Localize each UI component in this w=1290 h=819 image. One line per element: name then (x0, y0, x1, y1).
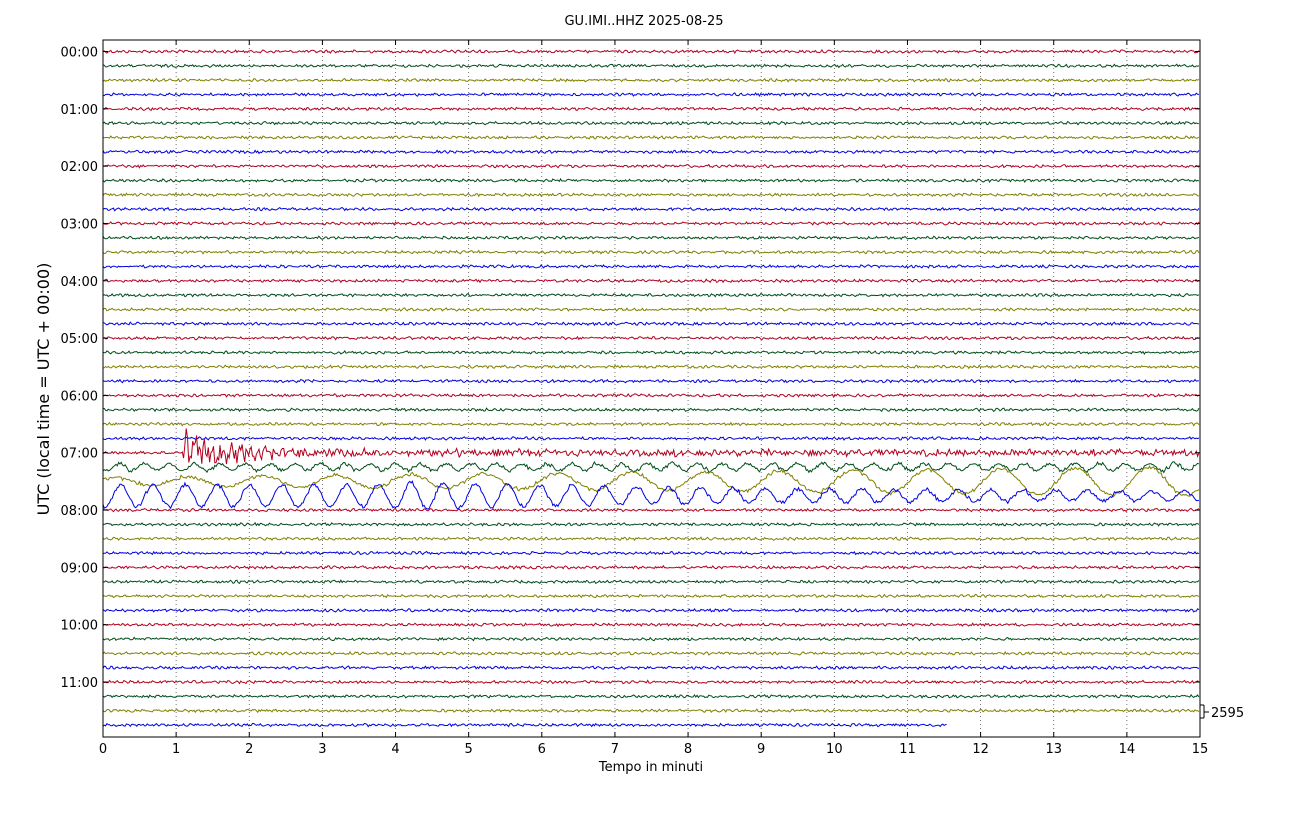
x-tick-label: 1 (172, 742, 180, 757)
seismic-trace (102, 135, 1200, 140)
seismic-trace (102, 693, 1200, 699)
seismic-trace (102, 550, 1200, 556)
y-tick-label: 02:00 (61, 160, 98, 175)
seismic-trace (102, 63, 1200, 69)
seismic-trace (102, 206, 1200, 212)
seismic-trace (102, 622, 1200, 628)
y-tick-label: 05:00 (61, 332, 98, 347)
seismic-trace (102, 579, 1200, 585)
x-tick-label: 7 (611, 742, 619, 757)
x-tick-label: 15 (1192, 742, 1209, 757)
amplitude-scale: 2595 (1200, 704, 1244, 721)
seismic-trace (102, 607, 1200, 613)
x-tick-label: 14 (1119, 742, 1136, 757)
seismic-trace (102, 321, 1200, 327)
y-tick-label: 09:00 (61, 561, 98, 576)
seismic-trace (102, 460, 1200, 474)
seismic-trace (102, 507, 1200, 513)
x-axis-label: Tempo in minuti (598, 760, 703, 775)
seismic-trace (102, 679, 1200, 685)
x-tick-label: 4 (391, 742, 399, 757)
y-tick-label: 06:00 (61, 389, 98, 404)
seismic-trace (102, 435, 1200, 441)
x-tick-label: 11 (899, 742, 916, 757)
seismic-trace (103, 521, 1200, 527)
x-tick-label: 8 (684, 742, 692, 757)
y-tick-label: 10:00 (61, 619, 98, 634)
seismic-trace (102, 708, 1200, 714)
y-axis-ticks: 00:00 01:00 02:00 03:00 04:00 05:00 06:00 07:00… (61, 46, 1200, 691)
x-tick-label: 9 (757, 742, 765, 757)
seismic-trace (102, 235, 1200, 241)
seismic-trace (102, 465, 1200, 498)
seismic-trace (102, 48, 1200, 54)
seismic-trace (102, 220, 1200, 226)
seismic-trace (102, 307, 1200, 312)
x-tick-label: 3 (318, 742, 326, 757)
seismic-trace (102, 292, 1200, 298)
x-axis-ticks: 0 1 2 3 4 5 6 7 8 9 10 11 12 13 14 15 (99, 40, 1208, 757)
seismic-trace (102, 149, 1200, 155)
x-tick-label: 12 (972, 742, 989, 757)
seismic-trace (102, 392, 1200, 399)
scale-label: 2595 (1211, 706, 1244, 721)
seismic-traces (102, 48, 1200, 728)
plot-frame (102, 39, 1201, 738)
y-tick-label: 01:00 (61, 103, 98, 118)
y-tick-label: 04:00 (61, 275, 98, 290)
seismic-trace (102, 421, 1200, 427)
seismic-trace (102, 428, 1200, 465)
x-tick-label: 6 (538, 742, 546, 757)
seismic-trace (102, 593, 1200, 599)
y-axis-label: UTC (local time = UTC + 00:00) (34, 263, 53, 516)
seismic-trace (102, 536, 1200, 542)
x-tick-label: 10 (826, 742, 843, 757)
seismic-trace (102, 278, 1200, 284)
seismic-trace (102, 177, 1200, 183)
x-tick-label: 2 (245, 742, 253, 757)
seismic-trace (102, 665, 1200, 671)
seismic-trace (102, 650, 1200, 656)
y-tick-label: 07:00 (61, 447, 98, 462)
seismic-trace (102, 92, 1199, 98)
seismic-trace (102, 407, 1200, 413)
seismic-trace (102, 249, 1200, 255)
seismic-trace (102, 722, 947, 728)
seismic-trace (102, 335, 1200, 341)
seismic-trace (102, 77, 1200, 83)
seismic-trace (102, 364, 1200, 370)
seismic-trace (102, 378, 1199, 384)
seismic-trace (102, 163, 1200, 169)
seismic-trace (102, 120, 1199, 126)
seismic-trace (102, 192, 1199, 198)
seismic-trace (102, 106, 1200, 112)
chart-title: GU.IMI..HHZ 2025-08-25 (564, 14, 723, 29)
seismic-trace (102, 349, 1199, 355)
y-tick-label: 00:00 (61, 46, 98, 61)
x-tick-label: 0 (99, 742, 107, 757)
seismic-trace (102, 564, 1200, 570)
y-tick-label: 03:00 (61, 217, 98, 232)
y-tick-label: 11:00 (61, 676, 98, 691)
seismic-trace (102, 636, 1200, 642)
x-tick-label: 5 (465, 742, 473, 757)
grid-lines (175, 40, 1128, 737)
seismic-trace (102, 263, 1200, 269)
x-tick-label: 13 (1045, 742, 1062, 757)
y-tick-label: 08:00 (61, 504, 98, 519)
seismic-trace (102, 480, 1199, 510)
